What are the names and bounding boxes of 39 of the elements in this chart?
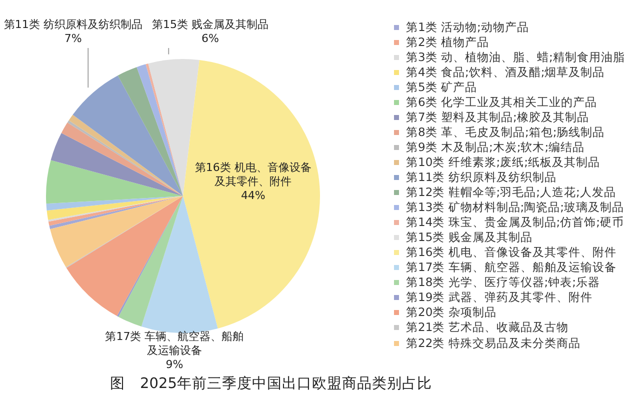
slice-label: 第15类 贱金属及其制品: [152, 18, 268, 32]
legend-label: 第4类 食品;饮料、酒及醋;烟草及制品: [406, 64, 605, 80]
data-label: 7%: [64, 32, 82, 46]
legend-label: 第16类 机电、音像设备及其零件、附件: [406, 245, 616, 260]
legend-label: 第7类 塑料及其制品;橡胶及其制品: [406, 110, 589, 125]
legend-label: 第21类 艺术品、收藏品及古物: [406, 320, 568, 336]
pie-slice: [50, 132, 183, 196]
legend-label: 第9类 木及制品;木炭;软木;编结品: [406, 140, 585, 155]
pie-slice: [46, 160, 183, 204]
legend-label: 第11类 纺织原料及纺织制品: [406, 170, 556, 185]
legend-label: 第1类 活动物;动物产品: [406, 20, 529, 35]
legend-label: 第6类 化学工业及其相关工业的产品: [406, 94, 597, 110]
pie-slice: [146, 63, 183, 196]
slice-label: 第11类 纺织原料及纺织制品: [4, 18, 142, 32]
data-label: 44%: [240, 188, 266, 203]
pie-slice: [46, 196, 183, 211]
pie-slice: [72, 75, 183, 196]
legend-label: 第15类 贱金属及其制品: [406, 230, 532, 246]
data-label: 6%: [202, 32, 219, 46]
legend-label: 第2类 植物产品: [406, 34, 489, 50]
legend-label: 第10类 纤维素浆;废纸;纸板及其制品: [406, 154, 600, 170]
legend-label: 第8类 革、毛皮及制品;箱包;肠线制品: [406, 124, 605, 140]
pie-slice: [118, 67, 183, 196]
text: 图 2025年前三季度中国出口欧盟商品类别占比: [109, 374, 433, 393]
legend-label: 第13类 矿物材料制品;陶瓷品;玻璃及制品: [406, 200, 624, 216]
pie-slice: [183, 60, 320, 329]
legend-label: 第17类 车辆、航空器、船舶及运输设备: [406, 260, 616, 276]
legend-label: 第18类 光学、医疗等仪器;钟表;乐器: [406, 275, 600, 290]
legend-label: 第19类 武器、弹药及其零件、附件: [406, 290, 592, 306]
legend-label: 第3类 动、植物油、脂、蜡;精制食用油脂: [406, 50, 625, 65]
legend-label: 第22类 特殊交易品及未分类商品: [406, 336, 580, 350]
legend-label: 第20类 杂项制品: [406, 305, 496, 320]
legend-label: 第5类 矿产品: [406, 80, 477, 95]
slice-label: 第16类 机电、音像设备及其零件、附件: [194, 160, 312, 189]
legend-label: 第14类 珠宝、贵金属及制品;仿首饰;硬币: [406, 215, 624, 230]
data-label: 9%: [166, 358, 184, 372]
slice-label: 第17类 车辆、航空器、船舶及运输设备: [104, 330, 245, 358]
pie-slice: [136, 64, 183, 196]
legend-label: 第12类 鞋帽伞等;羽毛品;人造花;人发品: [406, 185, 616, 200]
